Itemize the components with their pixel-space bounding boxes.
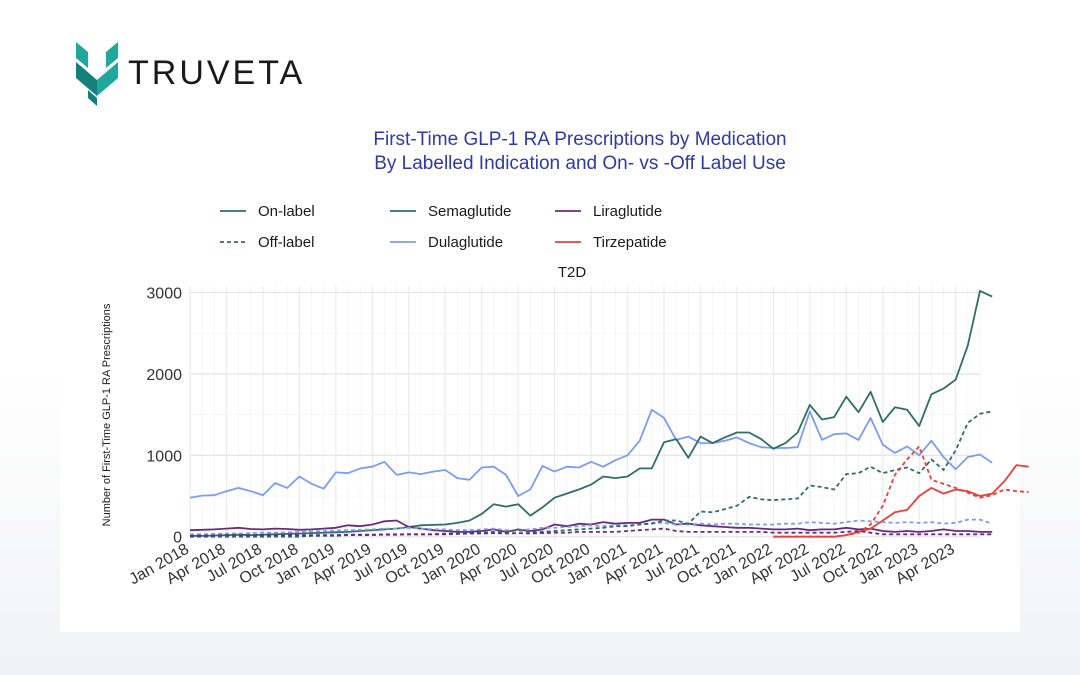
chart-title: First-Time GLP-1 RA Prescriptions by Med… [373,129,787,150]
series-lines [189,289,1029,538]
y-axis: 0 1000 2000 3000 [146,286,182,547]
y-tick-label: 2000 [146,367,182,384]
brand-name: TRUVETA [128,54,306,92]
series-line-semaglutide-on-label [190,289,993,537]
legend-label: Off-label [258,234,314,251]
y-tick-label: 3000 [146,286,182,303]
legend-item-off-label: Off-label [220,234,314,251]
legend-item-tirzepatide: Tirzepatide [555,234,667,251]
legend-label: On-label [258,203,315,220]
chart-legend: On-label Off-label Semaglutide Liraglutide D… [220,203,667,251]
grid-lines [189,286,981,540]
series-line-tirzepatide-off-label [773,445,1029,538]
legend-item-on-label: On-label [220,203,315,220]
legend-label: Tirzepatide [593,234,667,251]
legend-label: Liraglutide [593,203,662,220]
chart-title-block: First-Time GLP-1 RA Prescriptions by Med… [0,128,1080,176]
plot-background [190,286,980,540]
truveta-logo: TRUVETA [74,40,334,106]
chart-subtitle: By Labelled Indication and On- vs -Off L… [374,153,786,174]
legend-label: Dulaglutide [428,234,503,251]
legend-label: Semaglutide [428,203,511,220]
legend-item-semaglutide: Semaglutide [390,203,511,220]
panel-label: T2D [558,264,587,281]
y-axis-label: Number of First-Time GLP-1 RA Prescripti… [101,303,113,526]
truveta-logo-icon [76,42,118,106]
series-line-dulaglutide-off-label [190,518,993,536]
legend-item-dulaglutide: Dulaglutide [390,234,503,251]
legend-item-liraglutide: Liraglutide [555,203,662,220]
y-tick-label: 1000 [146,448,182,465]
y-tick-label: 0 [173,530,182,547]
plot-area [190,286,980,540]
series-line-dulaglutide-on-label [189,408,993,499]
series-line-liraglutide-off-label [189,527,993,537]
